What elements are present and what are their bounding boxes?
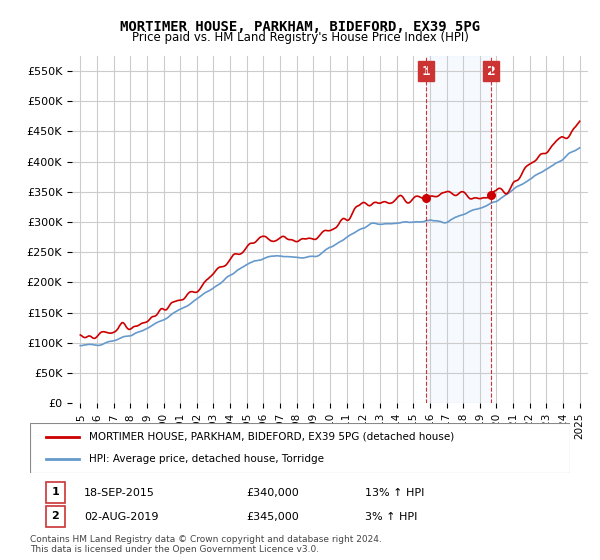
Text: £345,000: £345,000: [246, 512, 299, 521]
Text: MORTIMER HOUSE, PARKHAM, BIDEFORD, EX39 5PG: MORTIMER HOUSE, PARKHAM, BIDEFORD, EX39 …: [120, 20, 480, 34]
Text: 13% ↑ HPI: 13% ↑ HPI: [365, 488, 424, 498]
Point: [486, 190, 496, 199]
Text: HPI: Average price, detached house, Torridge: HPI: Average price, detached house, Torr…: [89, 454, 325, 464]
Text: Contains HM Land Registry data © Crown copyright and database right 2024.
This d: Contains HM Land Registry data © Crown c…: [30, 535, 382, 554]
Text: 18-SEP-2015: 18-SEP-2015: [84, 488, 155, 498]
Bar: [426, 56, 491, 403]
Text: 2: 2: [52, 511, 59, 521]
Text: 02-AUG-2019: 02-AUG-2019: [84, 512, 158, 521]
FancyBboxPatch shape: [30, 423, 570, 473]
Text: Price paid vs. HM Land Registry's House Price Index (HPI): Price paid vs. HM Land Registry's House …: [131, 31, 469, 44]
FancyBboxPatch shape: [46, 482, 65, 503]
Text: £340,000: £340,000: [246, 488, 299, 498]
FancyBboxPatch shape: [46, 506, 65, 526]
Text: 3% ↑ HPI: 3% ↑ HPI: [365, 512, 417, 521]
Text: 1: 1: [421, 64, 430, 78]
Text: MORTIMER HOUSE, PARKHAM, BIDEFORD, EX39 5PG (detached house): MORTIMER HOUSE, PARKHAM, BIDEFORD, EX39 …: [89, 432, 455, 442]
Text: 1: 1: [52, 487, 59, 497]
Text: 2: 2: [487, 64, 495, 78]
Point: [421, 193, 431, 202]
